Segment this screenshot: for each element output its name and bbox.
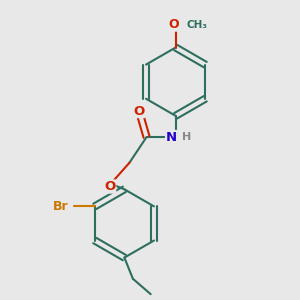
Text: Br: Br [53, 200, 68, 213]
Text: CH₃: CH₃ [187, 20, 208, 30]
Text: O: O [169, 18, 179, 31]
Text: O: O [104, 180, 116, 193]
Text: O: O [133, 105, 144, 118]
Text: N: N [166, 130, 177, 143]
Text: H: H [182, 132, 191, 142]
